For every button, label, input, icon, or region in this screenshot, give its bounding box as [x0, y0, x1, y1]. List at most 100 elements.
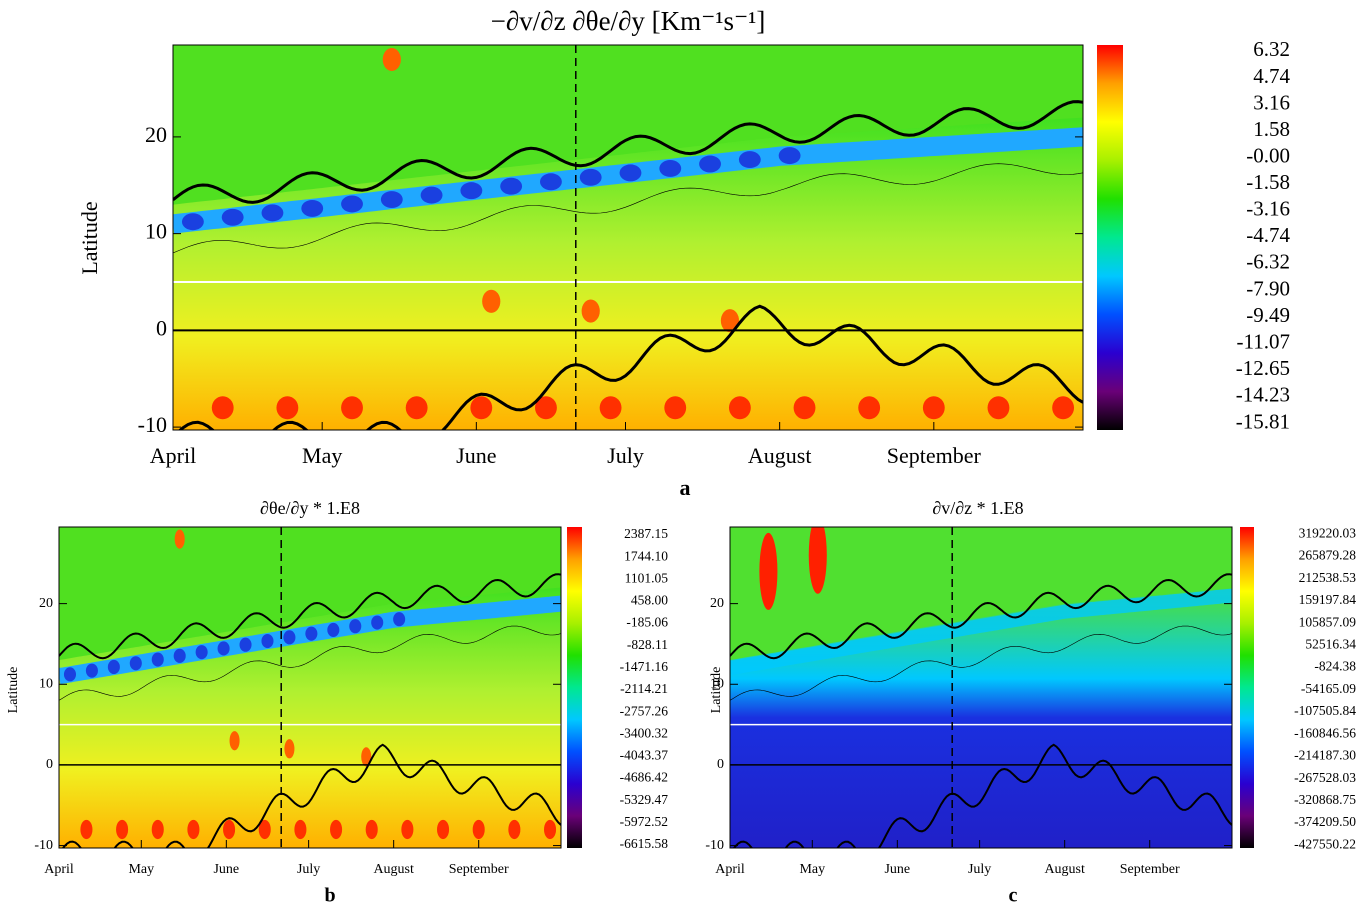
- x-tick-label: July: [297, 862, 320, 877]
- field-shading: [922, 396, 945, 420]
- field: [730, 527, 1232, 848]
- plot-frame: [729, 526, 1233, 849]
- field-shading: [380, 191, 403, 209]
- field-shading: [482, 289, 501, 313]
- y-axis-label: Latitude: [709, 667, 724, 714]
- colorbar-tick-label: -107505.84: [1294, 703, 1356, 718]
- x-tick-label: July: [607, 443, 644, 468]
- field-shading: [211, 396, 234, 420]
- y-tick-label: 0: [156, 315, 167, 340]
- field-shading: [349, 619, 362, 634]
- colorbar-tick-label: -4686.42: [620, 770, 668, 785]
- colorbar-tick-label: 3.16: [1253, 90, 1290, 114]
- colorbar-tick-label: -1471.16: [620, 659, 669, 674]
- colorbar-tick-label: -6.32: [1246, 250, 1290, 274]
- colorbar-tick-label: 458.00: [631, 593, 668, 608]
- colorbar-tick-label: -15.81: [1236, 409, 1290, 433]
- field-shading: [327, 622, 340, 637]
- colorbar: [567, 527, 582, 848]
- field-shading: [470, 396, 493, 420]
- colorbar-tick-label: -185.06: [626, 615, 668, 630]
- field-shading: [239, 637, 252, 652]
- colorbar-tick-label: -828.11: [627, 637, 668, 652]
- colorbar-tick-label: -3.16: [1246, 197, 1290, 221]
- field-shading: [151, 652, 164, 667]
- x-tick-label: April: [715, 862, 745, 877]
- x-tick-label: July: [968, 862, 991, 877]
- y-tick-label: 20: [145, 122, 167, 147]
- y-tick-label: -10: [34, 838, 53, 853]
- colorbar-tick-label: -2114.21: [620, 681, 668, 696]
- x-tick-label: May: [799, 862, 825, 877]
- field-shading: [720, 309, 740, 333]
- field-shading: [361, 747, 372, 767]
- colorbar-tick-label: -3400.32: [620, 725, 668, 740]
- y-tick-label: 0: [46, 757, 53, 772]
- field-shading: [258, 819, 271, 840]
- y-tick-label: 10: [39, 676, 53, 691]
- colorbar-tick-label: -374209.50: [1294, 814, 1356, 829]
- colorbar-tick-label: 52516.34: [1305, 637, 1356, 652]
- panel: -10 0 10 20 April May June July August September ∂…: [705, 498, 1356, 905]
- field-shading: [330, 819, 343, 840]
- colorbar-tick-label: -2757.26: [620, 703, 669, 718]
- x-tick-label: September: [887, 443, 982, 468]
- field-shading: [437, 819, 450, 840]
- colorbar-tick-label: -11.07: [1237, 330, 1290, 354]
- field-shading: [294, 819, 307, 840]
- colorbar-tick-label: 265879.28: [1299, 548, 1357, 563]
- field-shading: [544, 819, 557, 840]
- colorbar-tick-label: 2387.15: [624, 526, 668, 541]
- x-tick-label: September: [449, 862, 509, 877]
- field-shading: [85, 663, 98, 678]
- contour: [173, 163, 1083, 254]
- colorbar-tick-label: -267528.03: [1294, 770, 1356, 785]
- field-shading: [405, 396, 428, 420]
- x-tick-label: June: [213, 862, 239, 877]
- x-tick-label: June: [456, 443, 496, 468]
- field-shading: [221, 208, 244, 226]
- field-shading: [699, 155, 721, 173]
- plot-frame: [58, 526, 562, 849]
- field-shading: [173, 648, 186, 663]
- contour: [59, 573, 561, 660]
- colorbar-tick-label: -4.74: [1246, 223, 1290, 247]
- field-shading: [195, 645, 208, 660]
- field-shading: [579, 168, 602, 186]
- field-shading: [261, 204, 284, 222]
- panel-label: b: [324, 885, 335, 905]
- field-shading: [508, 819, 521, 840]
- field-shading: [808, 527, 827, 594]
- x-tick-label: June: [884, 862, 910, 877]
- colorbar-tick-label: 6.32: [1253, 37, 1290, 61]
- colorbar-tick-label: 159197.84: [1299, 592, 1357, 607]
- field-shading: [382, 47, 401, 72]
- y-tick-label: 20: [39, 596, 53, 611]
- chart-title: ∂θe/∂y * 1.E8: [260, 498, 360, 518]
- field: [173, 45, 1083, 430]
- colorbar-tick-label: 212538.53: [1299, 570, 1357, 585]
- x-tick-label: August: [1044, 862, 1085, 877]
- colorbar-tick-label: 105857.09: [1299, 614, 1357, 629]
- y-tick-label: 10: [145, 219, 167, 244]
- x-tick-label: April: [150, 443, 196, 468]
- field-shading: [276, 396, 299, 420]
- panel-label: c: [1009, 885, 1018, 905]
- plot-frame: [172, 44, 1084, 431]
- colorbar-tick-label: 1101.05: [625, 570, 669, 585]
- field-shading: [500, 177, 523, 195]
- field-shading: [305, 626, 318, 641]
- field-shading: [181, 213, 204, 231]
- field-shading: [778, 147, 801, 165]
- field-shading: [341, 195, 363, 213]
- colorbar-tick-label: -1.58: [1246, 170, 1290, 194]
- colorbar-tick-label: 319220.03: [1299, 525, 1357, 540]
- field: [59, 527, 561, 848]
- colorbar-tick-label: -54165.09: [1301, 681, 1356, 696]
- colorbar-tick-label: -320868.75: [1294, 792, 1356, 807]
- field-shading: [341, 396, 363, 420]
- contour: [178, 304, 1083, 430]
- colorbar-tick-label: -14.23: [1236, 383, 1290, 407]
- field-shading: [80, 819, 93, 840]
- panel: -10 0 10 20 April May June July August September −…: [77, 6, 1290, 500]
